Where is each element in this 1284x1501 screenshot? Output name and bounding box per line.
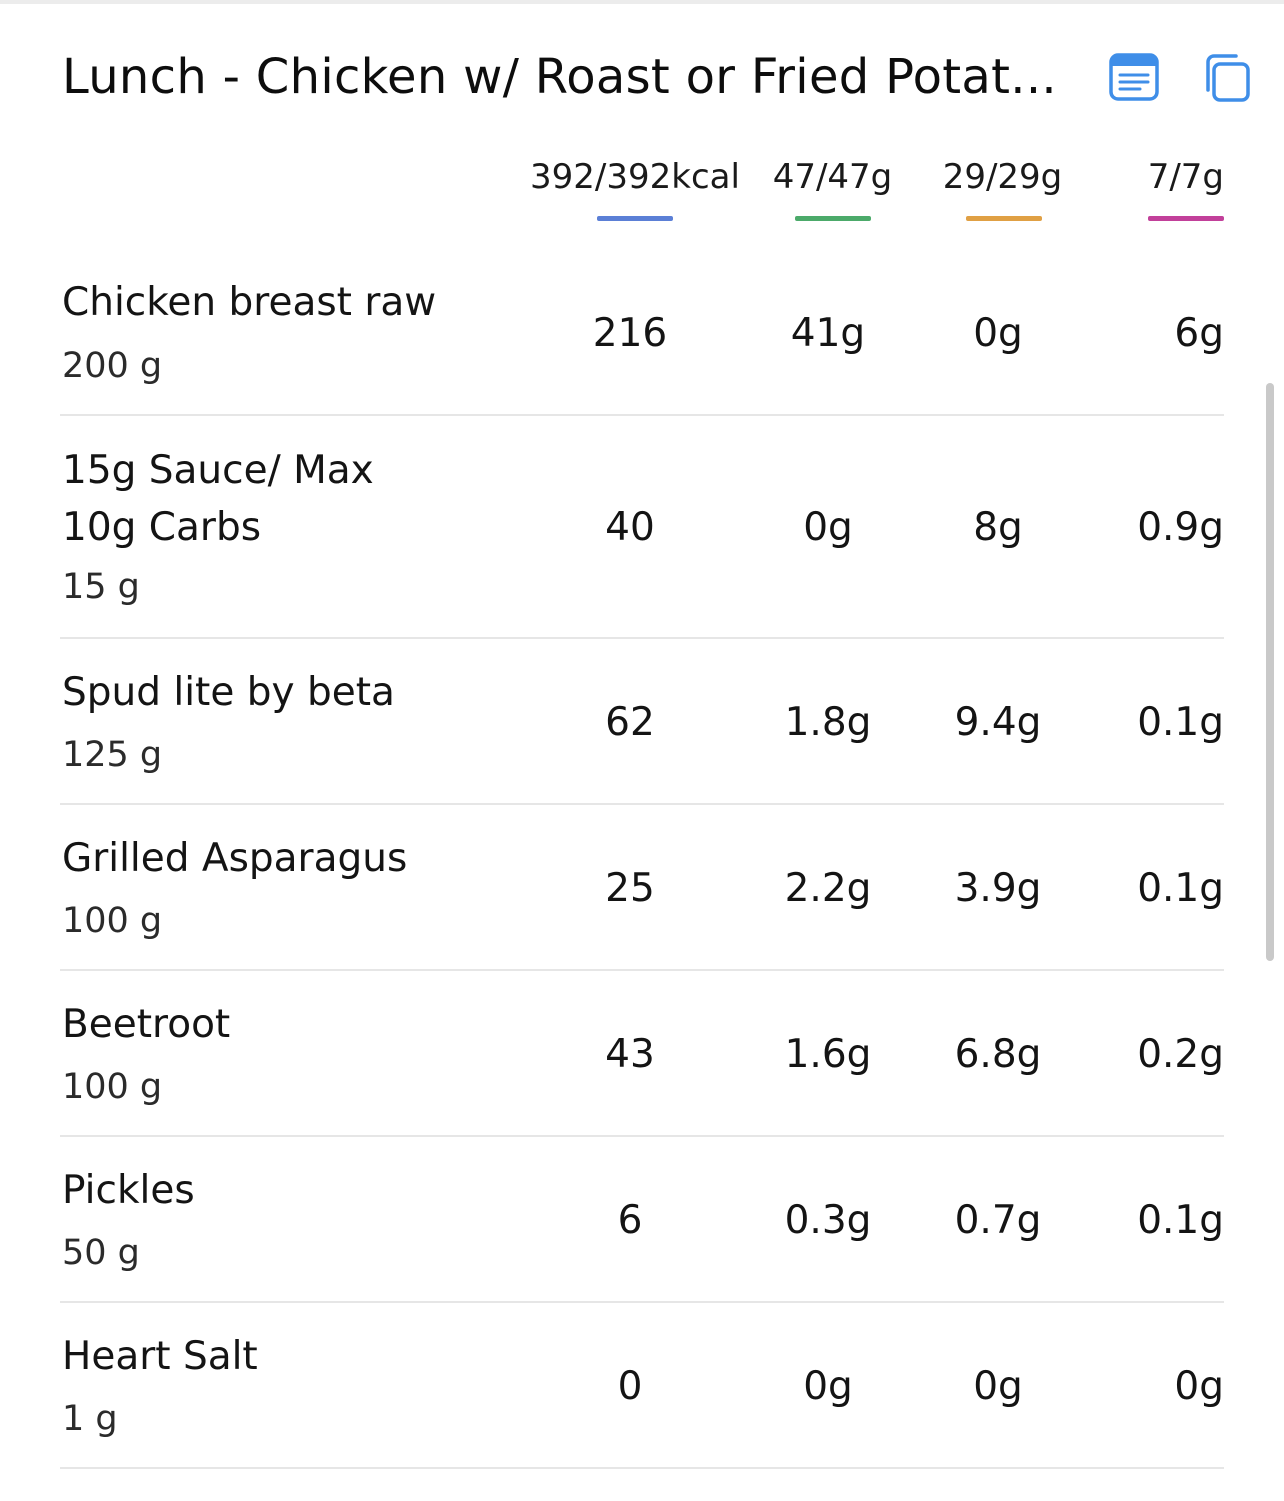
carbs-total: 29/29g [930,155,1075,225]
food-name: Spud lite by beta [62,670,395,715]
food-fat: 0.1g [1137,866,1224,911]
fat-color-bar [1148,216,1224,221]
food-row-beetroot[interactable]: Beetroot 100 g 43 1.6g 6.8g 0.2g [60,971,1224,1137]
food-carbs: 0g [973,1364,1023,1409]
food-protein: 41g [790,311,866,356]
food-protein: 1.8g [784,700,872,745]
food-name: Beetroot [62,1002,231,1047]
food-calories: 0 [617,1364,643,1409]
fat-total-value: 7/7g [1147,157,1224,197]
copy-button[interactable] [1198,50,1252,104]
food-carbs: 0g [973,311,1023,356]
food-name: Heart Salt [62,1334,258,1379]
meal-title[interactable]: Lunch - Chicken w/ Roast or Fried Potat.… [62,49,1057,105]
protein-total: 47/47g [760,155,905,225]
notes-icon [1109,53,1159,101]
food-calories: 216 [592,311,668,356]
food-amount: 100 g [62,1067,163,1107]
food-calories: 40 [605,505,655,550]
protein-total-value: 47/47g [772,157,893,197]
food-row-pickles[interactable]: Pickles 50 g 6 0.3g 0.7g 0.1g [60,1137,1224,1303]
food-protein: 1.6g [784,1032,872,1077]
food-calories: 6 [617,1198,643,1243]
carbs-color-bar [966,216,1042,221]
food-fat: 0.9g [1137,505,1224,550]
food-protein: 0g [803,1364,853,1409]
food-fat: 0.1g [1137,700,1224,745]
food-calories: 25 [605,866,655,911]
meal-header: Lunch - Chicken w/ Roast or Fried Potat.… [62,44,1262,116]
food-amount: 15 g [62,567,140,607]
food-row-chicken[interactable]: Chicken breast raw 200 g 216 41g 0g 6g [60,250,1224,416]
food-name: Pickles [62,1168,195,1213]
food-row-sauce[interactable]: 15g Sauce/ Max 10g Carbs 15 g 40 0g 8g 0… [60,416,1224,639]
food-amount: 1 g [62,1399,118,1439]
food-list: Chicken breast raw 200 g 216 41g 0g 6g 1… [60,250,1224,1469]
fat-total: 7/7g [1114,155,1224,225]
scrollbar[interactable] [1266,383,1274,961]
food-name: 15g Sauce/ Max 10g Carbs [62,448,374,550]
food-fat: 0g [1174,1364,1224,1409]
food-fat: 0.1g [1137,1198,1224,1243]
calories-color-bar [597,216,673,221]
food-carbs: 9.4g [954,700,1042,745]
food-name: Chicken breast raw [62,280,437,325]
food-carbs: 6.8g [954,1032,1042,1077]
food-protein: 0.3g [784,1198,872,1243]
calories-total: 392/392kcal [530,155,740,225]
calories-total-value: 392/392kcal [530,157,740,197]
food-fat: 0.2g [1137,1032,1224,1077]
food-row-asparagus[interactable]: Grilled Asparagus 100 g 25 2.2g 3.9g 0.1… [60,805,1224,971]
food-amount: 125 g [62,735,163,775]
food-carbs: 8g [973,505,1023,550]
copy-icon [1206,54,1250,102]
food-name: Grilled Asparagus [62,836,408,881]
food-calories: 62 [605,700,655,745]
food-calories: 43 [605,1032,655,1077]
food-amount: 100 g [62,901,163,941]
food-carbs: 3.9g [954,866,1042,911]
notes-button[interactable] [1108,50,1162,104]
top-divider [0,0,1284,4]
food-protein: 2.2g [784,866,872,911]
protein-color-bar [795,216,871,221]
food-fat: 6g [1174,311,1224,356]
food-carbs: 0.7g [954,1198,1042,1243]
food-protein: 0g [803,505,853,550]
food-row-spud-lite[interactable]: Spud lite by beta 125 g 62 1.8g 9.4g 0.1… [60,639,1224,805]
food-amount: 50 g [62,1233,140,1273]
carbs-total-value: 29/29g [942,157,1063,197]
food-row-heart-salt[interactable]: Heart Salt 1 g 0 0g 0g 0g [60,1303,1224,1469]
food-amount: 200 g [62,346,163,386]
